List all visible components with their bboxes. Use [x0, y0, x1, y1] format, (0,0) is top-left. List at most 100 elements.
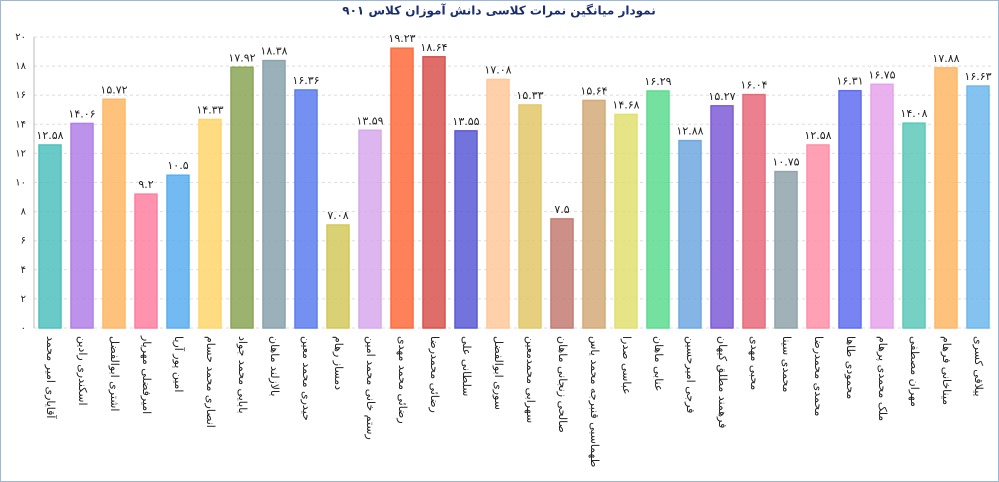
bar	[582, 99, 606, 329]
value-label: ۱۳.۵۹	[356, 114, 383, 127]
bar	[742, 93, 766, 329]
value-label: ۱۰.۷۵	[772, 156, 799, 169]
bar	[70, 122, 94, 329]
x-tick-label: دمساز رهام	[332, 336, 345, 390]
value-label: ۱۴.۶۸	[612, 98, 639, 111]
bar	[518, 104, 542, 329]
bar	[262, 59, 286, 329]
bar	[902, 122, 926, 329]
value-label: ۱۴.۰۸	[900, 107, 927, 120]
bar	[166, 174, 190, 329]
value-label: ۱۸.۳۸	[260, 45, 287, 58]
x-tick-label: بابایی محمد جواد	[236, 336, 249, 414]
x-tick-label: اشتری ابوالفضل	[108, 336, 121, 411]
value-label: ۱۹.۲۳	[388, 32, 415, 45]
value-label: ۱۶.۰۴	[740, 79, 767, 92]
bar	[806, 144, 830, 329]
x-tick-label: فرجی امیرحسین	[684, 336, 697, 413]
bar	[38, 144, 62, 329]
x-tick-label: صالحی زنجانی ماهان	[556, 336, 569, 433]
bar	[454, 130, 478, 329]
x-tick-label: رضائی محمدرضا	[428, 336, 441, 413]
y-tick-label: ۱۸	[15, 61, 26, 72]
value-label: ۱۶.۶۳	[964, 70, 991, 83]
x-tick-label: ییلاقی کسری	[972, 336, 985, 397]
value-label: ۱۸.۶۴	[420, 41, 447, 54]
value-label: ۱۲.۵۸	[804, 129, 831, 142]
bar	[870, 83, 894, 329]
bar	[358, 129, 382, 329]
x-tick-label: عباسی صدرا	[620, 336, 633, 395]
y-tick-label: ۱۰	[15, 178, 26, 189]
y-tick-label: ۰	[21, 323, 26, 334]
value-label: ۱۴.۰۶	[68, 107, 95, 120]
x-tick-label: حیدری محمد معین	[300, 336, 313, 421]
bar	[550, 218, 574, 329]
bar	[614, 113, 638, 329]
bar	[934, 67, 958, 329]
y-tick-label: ۱۲	[15, 148, 26, 159]
x-tick-label: ملک محمدی پرهام	[876, 336, 889, 421]
value-label: ۱۵.۶۴	[580, 84, 607, 97]
bar	[326, 224, 350, 329]
x-tick-label: محبی مهدی	[748, 336, 761, 390]
value-label: ۱۰.۵	[167, 159, 188, 172]
value-label: ۱۶.۷۵	[868, 68, 895, 81]
value-label: ۹.۲	[138, 178, 153, 191]
bar	[646, 90, 670, 329]
x-tick-label: رستم خانی محمد امین	[364, 336, 377, 440]
x-tick-label: اسکندری رادین	[76, 336, 89, 406]
y-tick-label: ۱۴	[15, 119, 26, 130]
bar	[486, 78, 510, 329]
bar	[198, 118, 222, 329]
bar	[838, 89, 862, 329]
bar	[230, 66, 254, 329]
x-tick-label: عنابی ماهان	[652, 336, 665, 391]
x-tick-label: محمدی محمدرضا	[812, 336, 825, 416]
bar	[390, 47, 414, 329]
y-tick-label: ۶	[21, 236, 26, 247]
x-tick-label: سلطانی علی	[460, 336, 473, 396]
y-tick-label: ۱۶	[15, 90, 26, 101]
value-label: ۷.۰۸	[327, 209, 348, 222]
bar	[422, 56, 446, 329]
x-tick-label: مهران مصطفی	[908, 336, 921, 407]
value-label: ۱۴.۳۳	[196, 103, 223, 116]
bar	[710, 105, 734, 329]
y-tick-label: ۲	[21, 294, 26, 305]
x-tick-label: انصاری محمد حسام	[204, 336, 217, 428]
x-tick-label: محمدی سینا	[780, 336, 793, 393]
x-tick-label: رضائی محمد مهدی	[396, 336, 409, 424]
x-tick-label: سوری ابوالفضل	[492, 336, 505, 410]
value-label: ۱۵.۲۷	[708, 90, 735, 103]
value-label: ۱۶.۲۹	[644, 75, 671, 88]
value-label: ۷.۵	[554, 203, 569, 216]
x-tick-label: بالازلند ماهان	[268, 336, 281, 396]
x-tick-label: سهرابی محمدمعین	[524, 336, 537, 423]
value-label: ۱۵.۷۲	[100, 83, 127, 96]
bar	[134, 193, 158, 329]
value-label: ۱۷.۹۲	[228, 51, 255, 64]
bar	[966, 85, 990, 329]
x-tick-label: طهماسبی قنبرجه محمد یاس	[588, 336, 601, 468]
value-label: ۱۷.۸۸	[932, 52, 959, 65]
value-label: ۱۳.۵۵	[452, 115, 479, 128]
x-tick-label: میناخانی فرهام	[940, 336, 953, 405]
x-tick-label: فرهمند مطلق کیهان	[715, 336, 729, 428]
y-tick-label: ۴	[21, 265, 26, 276]
y-tick-label: ۸	[21, 207, 27, 218]
bar	[294, 89, 318, 329]
x-tick-label: آقایاری امیر محمد	[44, 336, 58, 419]
bar	[774, 170, 798, 329]
value-label: ۱۶.۳۶	[292, 74, 319, 87]
bar	[102, 98, 126, 329]
value-label: ۱۲.۸۸	[676, 125, 703, 138]
value-label: ۱۷.۰۸	[484, 63, 511, 76]
y-tick-label: ۲۰	[15, 32, 26, 43]
x-tick-label: امین پور آریا	[172, 336, 186, 392]
value-label: ۱۶.۳۱	[836, 75, 863, 88]
value-label: ۱۲.۵۸	[36, 129, 63, 142]
x-tick-label: امیرفضلی مهریار	[140, 335, 153, 414]
bar	[678, 139, 702, 329]
